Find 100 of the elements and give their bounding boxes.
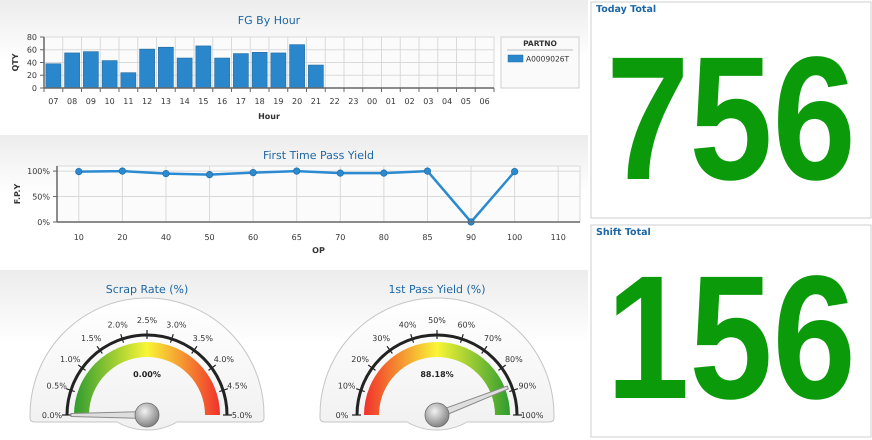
text: 20%: [351, 354, 370, 364]
text: 156: [606, 238, 856, 436]
bar: [308, 64, 324, 88]
x-tick-label: 65: [292, 233, 302, 242]
text: 1st Pass Yield (%): [388, 283, 486, 296]
x-tick-label: 16: [217, 97, 228, 106]
chart-title: FG By Hour: [238, 14, 301, 27]
x-tick-label: 70: [335, 233, 346, 242]
bar: [139, 48, 155, 88]
x-tick-label: 21: [310, 97, 321, 106]
x-tick-label: 20: [292, 97, 302, 106]
x-tick-label: 17: [236, 97, 246, 106]
bar: [102, 60, 118, 88]
text: 5.0%: [232, 410, 253, 420]
point: [206, 171, 214, 178]
point: [118, 167, 126, 175]
x-tick-label: 11: [123, 97, 134, 106]
bar: [46, 63, 62, 88]
bar: [158, 46, 174, 88]
x-tick-label: 07: [48, 97, 58, 106]
bar: [233, 53, 249, 88]
x-tick-label: 90: [466, 233, 476, 242]
text: Today Total: [596, 4, 656, 15]
x-tick-label: 20: [117, 233, 128, 242]
bar: [120, 72, 136, 88]
x-tick-label: 80: [378, 233, 389, 242]
text: 0.5%: [46, 381, 68, 390]
text: 4.5%: [227, 381, 248, 390]
text: 50%: [428, 316, 446, 325]
text: 90%: [518, 381, 537, 390]
x-tick-label: 23: [348, 97, 358, 106]
x-tick-label: 02: [404, 97, 415, 106]
x-tick-label: 19: [273, 97, 284, 106]
text: 4.0%: [214, 354, 234, 364]
y-tick-label: 100%: [27, 166, 50, 176]
bar: [64, 52, 80, 88]
x-tick-label: 60: [248, 233, 258, 242]
x-tick-label: 12: [142, 97, 152, 106]
x-axis-title: OP: [312, 246, 325, 255]
bar: [83, 51, 99, 88]
x-tick-label: 09: [86, 97, 96, 106]
data-label: 0.00%: [133, 370, 161, 379]
text: 60%: [457, 320, 476, 330]
bar: [214, 58, 230, 88]
x-tick-label: 00: [367, 97, 378, 106]
point: [75, 168, 82, 176]
text: 70%: [484, 334, 502, 343]
x-tick-label: 100: [506, 233, 522, 242]
text: 3.0%: [166, 320, 187, 330]
x-tick-label: 14: [180, 97, 190, 106]
bar: [270, 52, 286, 88]
text: 756: [606, 20, 856, 217]
x-tick-label: 85: [422, 233, 433, 242]
y-tick-label: 50%: [32, 192, 50, 202]
x-tick-label: 40: [160, 233, 172, 242]
y-axis-title: QTY: [10, 53, 20, 72]
text: 1.0%: [60, 354, 81, 364]
point: [250, 169, 257, 176]
text: Shift Total: [596, 227, 651, 238]
x-tick-label: 15: [198, 97, 208, 106]
text: 0%: [336, 410, 349, 420]
y-axis-title: F.P.Y: [12, 184, 22, 204]
text: 3.5%: [192, 334, 214, 343]
x-tick-label: 05: [460, 97, 471, 106]
y-tick-label: 60: [26, 46, 37, 55]
text: 80%: [504, 354, 524, 364]
x-tick-label: 13: [160, 97, 171, 106]
text: 40%: [398, 320, 417, 330]
text: 100%: [520, 410, 544, 420]
bar: [196, 46, 212, 88]
point: [424, 167, 432, 175]
y-tick-label: 0: [32, 84, 37, 93]
text: 2.0%: [107, 320, 128, 330]
x-tick-label: 03: [423, 97, 434, 106]
x-tick-label: 10: [74, 233, 84, 242]
x-tick-label: 110: [550, 233, 566, 242]
x-tick-label: 04: [442, 97, 452, 106]
x-tick-label: 01: [386, 97, 396, 106]
data-label: 88.18%: [420, 370, 454, 379]
x-tick-label: 08: [67, 97, 78, 106]
x-tick-label: 50: [204, 233, 215, 242]
y-tick-label: 0%: [37, 218, 50, 227]
bar: [289, 44, 305, 88]
point: [162, 170, 170, 178]
bar: [176, 58, 192, 88]
text: 30%: [372, 334, 390, 343]
text: 0.0%: [42, 410, 63, 420]
x-tick-label: 10: [104, 97, 115, 106]
text: 2.5%: [136, 316, 158, 325]
y-tick-label: 40: [26, 58, 37, 68]
x-tick-label: 22: [330, 97, 340, 106]
point: [336, 170, 344, 177]
point: [293, 167, 300, 175]
point: [380, 170, 388, 177]
chart-title: First Time Pass Yield: [262, 149, 374, 162]
point: [511, 168, 518, 176]
x-axis-title: Hour: [258, 112, 280, 121]
y-tick-label: 20: [26, 71, 37, 80]
x-tick-label: 18: [254, 97, 265, 106]
text: 10%: [338, 381, 356, 390]
